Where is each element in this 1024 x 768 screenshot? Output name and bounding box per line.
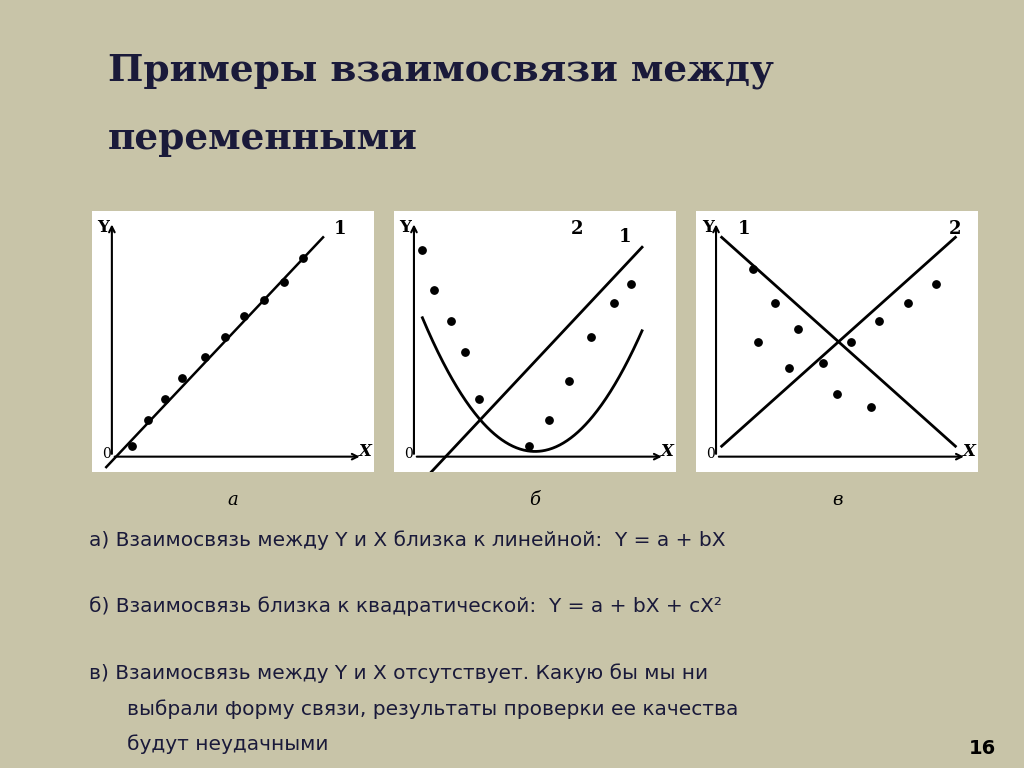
Text: 2: 2: [571, 220, 584, 239]
Text: будут неудачными: будут неудачными: [127, 735, 329, 754]
Point: [862, 401, 879, 413]
Point: [584, 330, 600, 343]
Point: [197, 351, 213, 363]
Text: 1: 1: [738, 220, 751, 239]
Text: б: б: [529, 491, 541, 508]
Point: [442, 315, 459, 327]
Text: 0: 0: [706, 447, 715, 461]
Point: [767, 296, 783, 309]
Point: [140, 414, 157, 426]
Point: [606, 296, 623, 309]
Text: X: X: [963, 443, 976, 460]
Text: 1: 1: [334, 220, 346, 239]
Text: Примеры взаимосвязи между: Примеры взаимосвязи между: [108, 51, 774, 88]
Point: [414, 244, 431, 257]
Text: Y: Y: [701, 219, 714, 236]
Text: Y: Y: [399, 219, 412, 236]
Point: [216, 330, 232, 343]
Point: [623, 278, 639, 290]
Point: [256, 294, 272, 306]
Point: [471, 393, 487, 406]
Point: [541, 414, 557, 426]
Text: 2: 2: [949, 220, 962, 239]
Point: [174, 372, 190, 385]
Point: [457, 346, 473, 359]
Point: [815, 356, 831, 369]
Point: [295, 252, 311, 264]
Point: [123, 440, 139, 452]
Text: 16: 16: [969, 739, 995, 757]
Point: [744, 263, 761, 275]
Point: [871, 315, 888, 327]
Point: [426, 283, 442, 296]
Point: [829, 388, 846, 400]
Text: а) Взаимосвязь между Y и X близка к линейной:  Y = a + bX: а) Взаимосвязь между Y и X близка к лине…: [89, 530, 725, 550]
Text: переменными: переменными: [108, 120, 418, 157]
Text: выбрали форму связи, результаты проверки ее качества: выбрали форму связи, результаты проверки…: [127, 699, 738, 719]
Text: 0: 0: [403, 447, 413, 461]
Text: а: а: [227, 491, 239, 508]
Point: [781, 362, 798, 374]
Point: [928, 278, 944, 290]
Text: в: в: [831, 491, 843, 508]
Point: [521, 440, 538, 452]
Text: Y: Y: [97, 219, 110, 236]
Point: [275, 276, 292, 288]
Point: [790, 323, 806, 335]
Point: [843, 336, 859, 348]
Text: б) Взаимосвязь близка к квадратической:  Y = a + bX + cX²: б) Взаимосвязь близка к квадратической: …: [89, 597, 722, 616]
Text: в) Взаимосвязь между Y и X отсутствует. Какую бы мы ни: в) Взаимосвязь между Y и X отсутствует. …: [89, 663, 708, 683]
Point: [750, 336, 766, 348]
Point: [158, 393, 174, 406]
Text: X: X: [660, 443, 674, 460]
Text: 0: 0: [101, 447, 111, 461]
Point: [236, 310, 253, 322]
Text: X: X: [358, 443, 372, 460]
Text: 1: 1: [618, 228, 632, 247]
Point: [899, 296, 915, 309]
Point: [561, 375, 578, 387]
